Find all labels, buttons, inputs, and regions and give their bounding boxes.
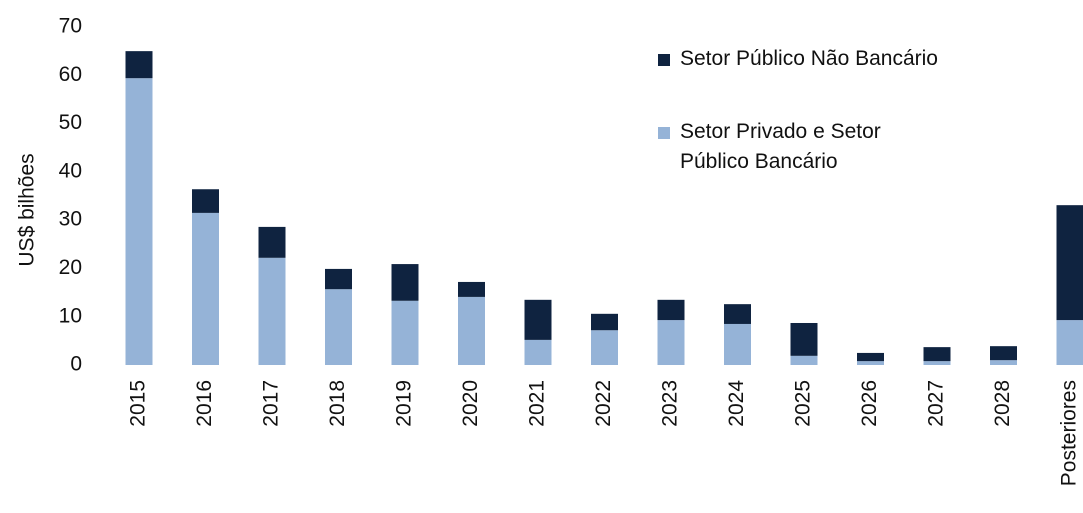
x-tick-label: 2028 <box>991 380 1014 427</box>
bar-segment <box>125 51 153 79</box>
legend-label: Setor Público Não Bancário <box>680 47 938 70</box>
bar-segment <box>458 296 485 365</box>
legend-item: Setor Privado e Setor Público Bancário <box>658 117 948 177</box>
y-axis-label: US$ bilhões <box>16 153 39 266</box>
bar-segment <box>524 299 552 340</box>
x-tick-label: 2021 <box>526 380 549 427</box>
x-tick-label: 2027 <box>925 380 948 427</box>
x-tick-label: 2022 <box>592 380 615 427</box>
y-tick-label: 50 <box>59 111 82 134</box>
x-tick-label: 2020 <box>459 380 482 427</box>
bar-segment <box>724 323 751 365</box>
x-tick-label: Posteriores <box>1058 380 1081 486</box>
bar-segment <box>258 257 286 365</box>
bar-segment <box>990 346 1017 361</box>
bar-segment <box>192 189 219 213</box>
x-tick-label: 2018 <box>326 380 349 427</box>
x-tick-label: 2026 <box>858 380 881 427</box>
x-tick-label: 2025 <box>792 380 815 427</box>
y-tick-label: 40 <box>59 159 82 182</box>
bar-segment <box>125 78 153 365</box>
y-tick-label: 30 <box>59 208 82 231</box>
x-tick-label: 2019 <box>393 380 416 427</box>
bar-segment <box>458 281 485 297</box>
x-tick-label: 2023 <box>659 380 682 427</box>
legend-swatch <box>658 127 670 139</box>
legend-item: Setor Público Não Bancário <box>658 44 948 74</box>
bar-segment <box>524 339 552 365</box>
bar-segment <box>591 330 618 365</box>
x-tick-label: 2015 <box>127 380 150 427</box>
bar-segment <box>790 322 818 356</box>
bar-segment <box>325 268 352 290</box>
y-tick-label: 10 <box>59 304 82 327</box>
bar-segment <box>258 226 286 258</box>
bar-segment <box>724 304 751 324</box>
bar-segment <box>990 360 1017 365</box>
bar-segment <box>192 212 219 365</box>
bar-segment <box>391 300 419 365</box>
y-tick-label: 70 <box>59 15 82 38</box>
bar-segment <box>325 289 352 365</box>
bar-segment <box>657 299 685 321</box>
legend-label: Setor Privado e Setor Público Bancário <box>680 120 881 173</box>
x-tick-label: 2016 <box>193 380 216 427</box>
legend-swatch <box>658 54 670 66</box>
y-tick-label: 60 <box>59 63 82 86</box>
y-tick-label: 20 <box>59 256 82 279</box>
y-tick-label: 0 <box>70 353 82 376</box>
bar-segment <box>591 313 618 331</box>
bar-segment <box>857 361 884 365</box>
bar-segment <box>1056 205 1083 321</box>
bar-segment <box>391 264 419 301</box>
bar-segment <box>857 352 884 362</box>
bar-segment <box>923 361 951 365</box>
x-tick-label: 2024 <box>725 380 748 427</box>
bar-segment <box>1056 320 1083 365</box>
x-tick-label: 2017 <box>260 380 283 427</box>
bar-segment <box>657 320 685 365</box>
bar-segment <box>790 355 818 365</box>
bar-segment <box>923 347 951 362</box>
